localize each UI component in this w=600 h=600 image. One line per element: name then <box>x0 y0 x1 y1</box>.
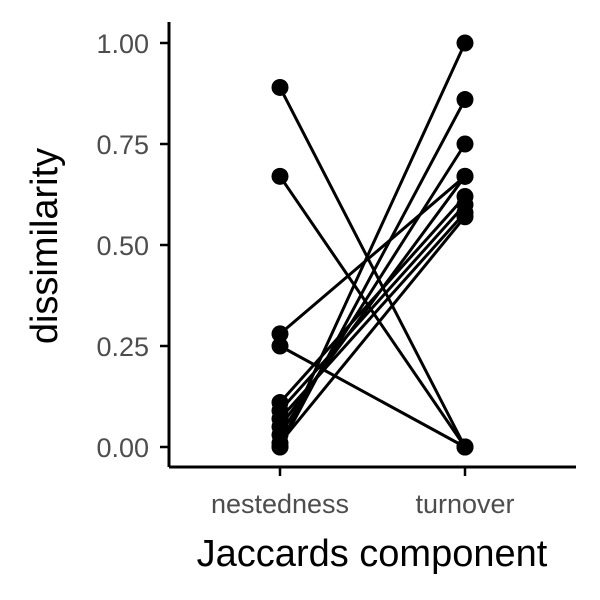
data-point-3-nestedness <box>271 325 289 343</box>
series-line-4 <box>279 344 466 449</box>
y-tick-label: 0.75 <box>96 130 149 160</box>
series-line-3 <box>279 175 466 336</box>
data-point-12-turnover <box>456 34 474 52</box>
data-point-11-turnover <box>456 91 474 109</box>
series-line-12 <box>278 42 467 448</box>
series-points <box>271 34 474 456</box>
data-point-2-nestedness <box>271 167 289 185</box>
x-tick-label: nestedness <box>211 489 349 519</box>
y-tick-label: 0.25 <box>96 332 149 362</box>
x-tick-label: turnover <box>415 489 514 519</box>
x-ticks: nestedness turnover <box>211 467 515 519</box>
data-point-10-turnover <box>456 208 474 226</box>
data-point-4-nestedness <box>271 337 289 355</box>
data-point-1-nestedness <box>271 78 289 96</box>
x-axis-title: Jaccards component <box>197 533 548 575</box>
series-line-1 <box>278 86 467 448</box>
series-line-6 <box>278 203 467 412</box>
y-tick-label: 0.00 <box>96 433 149 463</box>
series-line-11 <box>278 98 467 448</box>
y-axis-title: dissimilarity <box>24 148 66 344</box>
series-line-10 <box>278 215 467 444</box>
series-line-2 <box>278 175 467 448</box>
y-tick-label: 0.50 <box>96 231 149 261</box>
series-lines <box>278 42 467 449</box>
data-point-4-turnover <box>456 438 474 456</box>
y-ticks: 0.00 0.25 0.50 0.75 1.00 <box>96 29 169 463</box>
data-point-12-nestedness <box>271 438 289 456</box>
data-point-8-turnover <box>456 167 474 185</box>
data-point-9-turnover <box>456 135 474 153</box>
y-tick-label: 1.00 <box>96 29 149 59</box>
